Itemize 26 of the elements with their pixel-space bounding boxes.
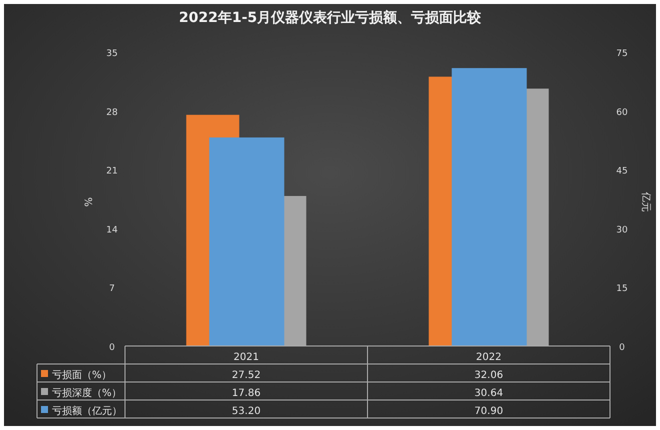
y-axis-title: % xyxy=(84,197,95,207)
y-tick-label: 28 xyxy=(106,108,118,118)
data-label: 70.90 xyxy=(474,406,504,417)
y-tick-label: 14 xyxy=(106,225,118,236)
y2-tick-label: 30 xyxy=(616,225,628,236)
data-label: 32.06 xyxy=(474,370,504,381)
data-label: 53.20 xyxy=(232,406,261,417)
x-tick-label: 2022 xyxy=(476,352,502,363)
y2-tick-label: 15 xyxy=(616,284,628,294)
y2-tick-label: 0 xyxy=(619,343,626,353)
y2-tick-label: 60 xyxy=(616,108,628,118)
legend-label: 亏损面（%） xyxy=(52,369,112,381)
y-tick-label: 35 xyxy=(106,49,118,59)
y2-tick-label: 45 xyxy=(616,166,628,177)
data-label: 30.64 xyxy=(474,388,504,399)
chart-title: 2022年1-5月仪器仪表行业亏损额、亏损面比较 xyxy=(178,9,482,26)
data-label: 17.86 xyxy=(232,388,261,399)
y-tick-label: 21 xyxy=(106,166,118,177)
data-label: 27.52 xyxy=(232,370,261,381)
legend-label: 亏损额（亿元） xyxy=(52,405,122,417)
y-tick-label: 7 xyxy=(109,284,115,294)
y2-axis-title: 亿元 xyxy=(640,191,651,212)
x-tick-label: 2021 xyxy=(234,352,259,363)
y2-tick-label: 75 xyxy=(616,49,628,59)
y-tick-label: 0 xyxy=(109,343,116,353)
legend-label: 亏损深度（%） xyxy=(52,387,122,399)
